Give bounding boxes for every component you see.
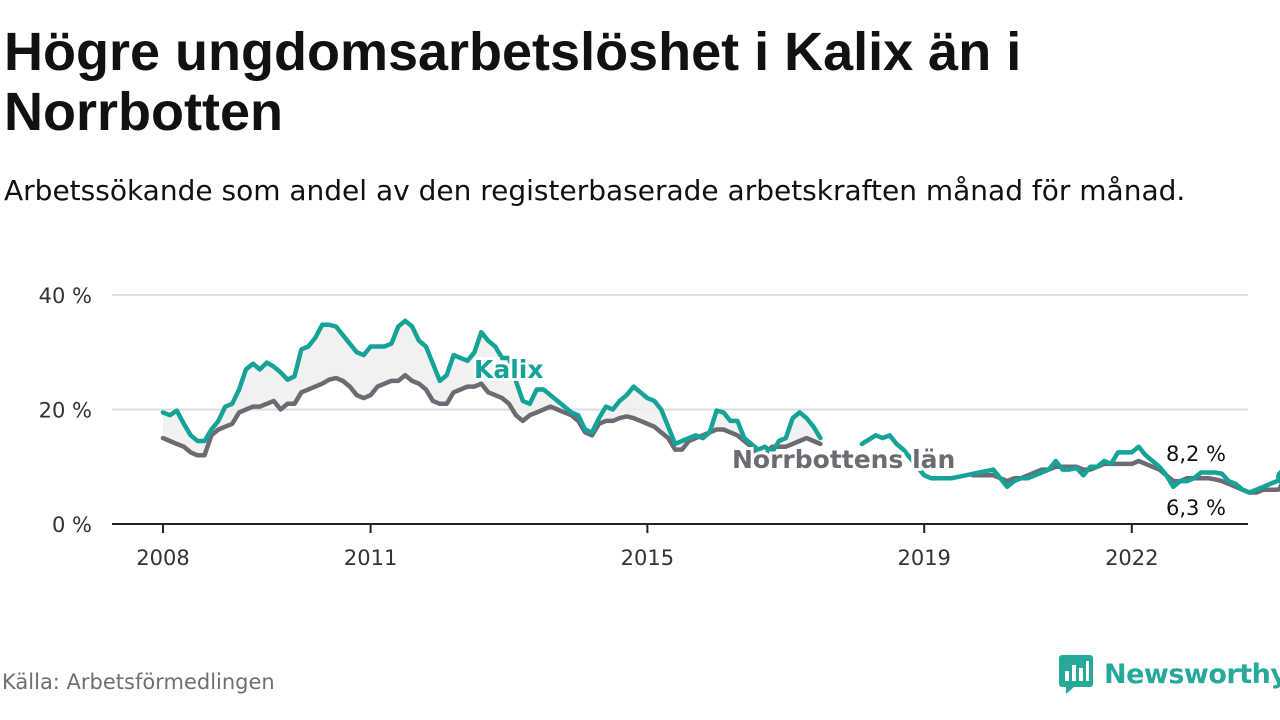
series-gap-area [163,320,821,456]
kalix-line [160,318,1280,495]
gap-fill [163,320,821,456]
x-axis: 2008 2011 2015 2019 2022 [112,523,1248,570]
brand-name: Newsworthy [1104,658,1280,690]
grid-lines [112,294,1248,411]
kalix-end-marker [1276,470,1280,484]
kalix-series-label: Kalix [474,355,544,384]
source-note: Källa: Arbetsförmedlingen [2,670,275,694]
chart-title: Högre ungdomsarbetslöshet i Kalix än i N… [4,22,1022,142]
x-tick-label: 2022 [1105,546,1158,570]
line-chart: 2008 2011 2015 2019 2022 0 % 20 % 40 % Kalix Nor… [39,284,1280,570]
y-tick-label: 0 % [52,513,92,537]
newsworthy-logo-icon [1059,655,1093,694]
x-tick-label: 2008 [136,546,189,570]
norrbotten-line [160,372,1280,495]
chart-subtitle: Arbetssökande som andel av den registerb… [4,174,1186,207]
x-tick-label: 2019 [897,546,950,570]
y-tick-label: 40 % [39,284,92,308]
chart-labels: 0 % 20 % 40 % Kalix Norrbottens län 8,2 % 6,3 … [39,284,1229,537]
brand-logo: Newsworthy [1058,654,1280,694]
x-tick-label: 2011 [344,546,397,570]
series-lines [160,318,1280,495]
norrbotten-end-value: 6,3 % [1166,496,1226,520]
y-tick-label: 20 % [39,399,92,423]
x-tick-label: 2015 [621,546,674,570]
kalix-end-value: 8,2 % [1166,442,1226,466]
norrbotten-series-label: Norrbottens län [732,445,955,474]
